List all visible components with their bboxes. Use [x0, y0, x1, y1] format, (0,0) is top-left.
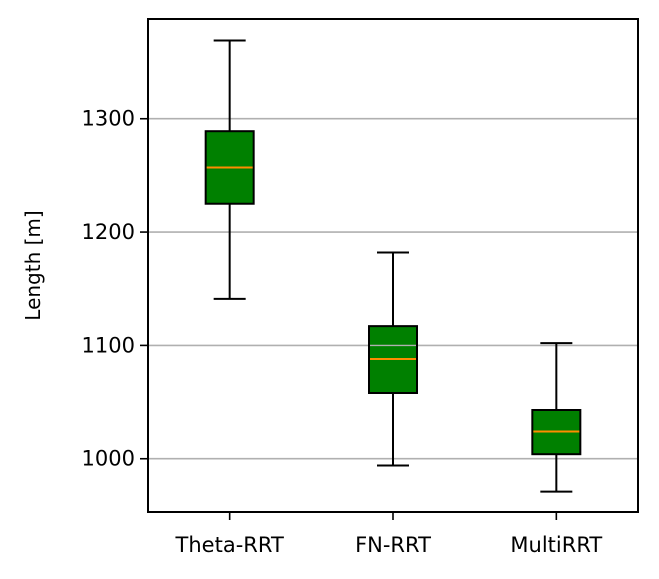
- y-tick-label-1300: 1300: [82, 107, 135, 131]
- box-2: [531, 342, 582, 493]
- x-tick-label-2: MultiRRT: [510, 533, 602, 557]
- y-axis: 1000 1100 1200 1300: [82, 107, 148, 471]
- box-1: [368, 251, 418, 467]
- x-axis: Theta-RRT FN-RRT MultiRRT: [175, 512, 602, 557]
- box-0: [204, 39, 255, 300]
- y-tick-label-1000: 1000: [82, 447, 135, 471]
- y-tick-label-1100: 1100: [82, 333, 135, 357]
- x-tick-label-1: FN-RRT: [355, 533, 431, 557]
- box-series: [204, 39, 582, 493]
- y-axis-label: Length [m]: [21, 210, 45, 320]
- y-tick-label-1200: 1200: [82, 220, 135, 244]
- x-tick-label-0: Theta-RRT: [175, 533, 284, 557]
